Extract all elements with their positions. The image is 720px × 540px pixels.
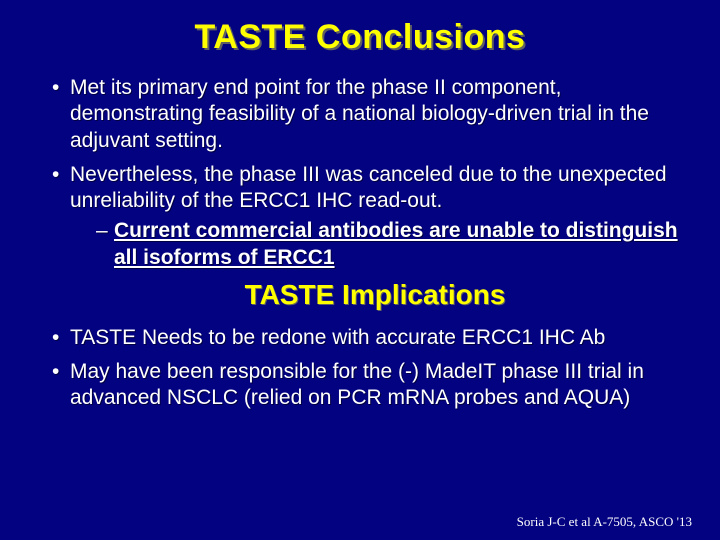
citation-text: Soria J-C et al A-7505, ASCO '13 — [517, 514, 692, 530]
top-bullet-list: Met its primary end point for the phase … — [30, 75, 690, 271]
list-item: Nevertheless, the phase III was canceled… — [52, 162, 690, 271]
list-item: TASTE Needs to be redone with accurate E… — [52, 325, 690, 351]
list-item: Current commercial antibodies are unable… — [96, 218, 690, 271]
slide-subtitle: TASTE Implications — [30, 279, 690, 311]
bullet-text: Nevertheless, the phase III was canceled… — [70, 163, 667, 212]
list-item: Met its primary end point for the phase … — [52, 75, 690, 154]
bottom-bullet-list: TASTE Needs to be redone with accurate E… — [30, 325, 690, 412]
emphasized-text: Current commercial antibodies are unable… — [114, 219, 678, 268]
slide: TASTE Conclusions Met its primary end po… — [0, 0, 720, 540]
list-item: May have been responsible for the (-) Ma… — [52, 359, 690, 412]
sub-list: Current commercial antibodies are unable… — [70, 218, 690, 271]
slide-title: TASTE Conclusions — [30, 18, 690, 57]
